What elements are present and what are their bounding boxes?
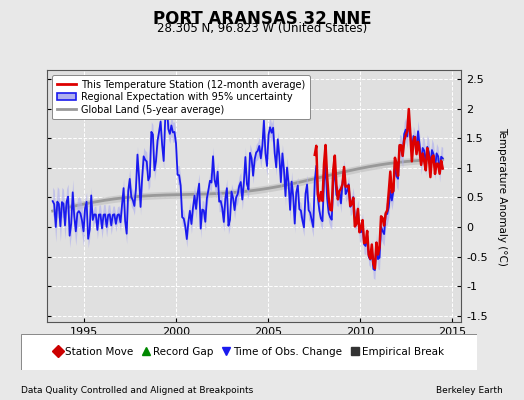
Text: Berkeley Earth: Berkeley Earth xyxy=(436,386,503,395)
Legend: This Temperature Station (12-month average), Regional Expectation with 95% uncer: This Temperature Station (12-month avera… xyxy=(52,75,310,120)
Legend: Station Move, Record Gap, Time of Obs. Change, Empirical Break: Station Move, Record Gap, Time of Obs. C… xyxy=(50,344,447,360)
Text: PORT ARANSAS 32 NNE: PORT ARANSAS 32 NNE xyxy=(152,10,372,28)
Text: 28.305 N, 96.823 W (United States): 28.305 N, 96.823 W (United States) xyxy=(157,22,367,35)
Text: Data Quality Controlled and Aligned at Breakpoints: Data Quality Controlled and Aligned at B… xyxy=(21,386,253,395)
Y-axis label: Temperature Anomaly (°C): Temperature Anomaly (°C) xyxy=(497,126,507,266)
FancyBboxPatch shape xyxy=(21,334,477,370)
